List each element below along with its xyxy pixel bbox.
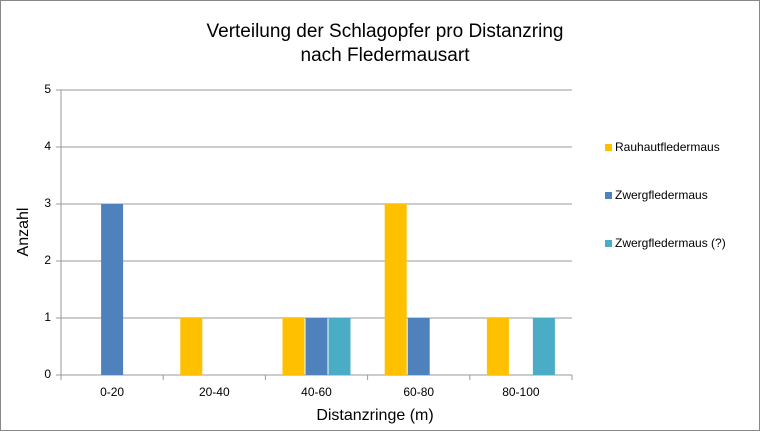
- y-tick-label: 0: [44, 367, 51, 381]
- bar: [101, 204, 124, 375]
- y-tick-label: 5: [44, 82, 51, 96]
- bar: [486, 318, 509, 375]
- y-tick-label: 3: [44, 196, 51, 210]
- y-tick-label: 1: [44, 310, 51, 324]
- chart-title: nach Fledermausart: [301, 45, 471, 66]
- y-axis-label: Anzahl: [15, 208, 32, 257]
- bar: [305, 318, 328, 375]
- x-tick-label: 80-100: [502, 385, 540, 399]
- y-tick-label: 4: [44, 139, 51, 153]
- x-tick-label: 40-60: [301, 385, 332, 399]
- bar: [180, 318, 203, 375]
- y-tick-label: 2: [44, 253, 51, 267]
- bar: [328, 318, 351, 375]
- x-axis-label: Distanzringe (m): [316, 407, 433, 424]
- x-tick-label: 60-80: [403, 385, 434, 399]
- legend-swatch: [605, 144, 612, 151]
- x-tick-label: 0-20: [100, 385, 124, 399]
- bar: [407, 318, 430, 375]
- bar: [532, 318, 555, 375]
- legend-swatch: [605, 192, 612, 199]
- chart-title: Verteilung der Schlagopfer pro Distanzri…: [207, 21, 564, 42]
- x-tick-label: 20-40: [199, 385, 230, 399]
- legend-swatch: [605, 240, 612, 247]
- bar: [282, 318, 305, 375]
- legend-label: Zwergfledermaus: [615, 188, 708, 202]
- legend-label: Zwergfledermaus (?): [615, 236, 726, 250]
- bar: [384, 204, 407, 375]
- legend-label: Rauhautfledermaus: [615, 140, 720, 154]
